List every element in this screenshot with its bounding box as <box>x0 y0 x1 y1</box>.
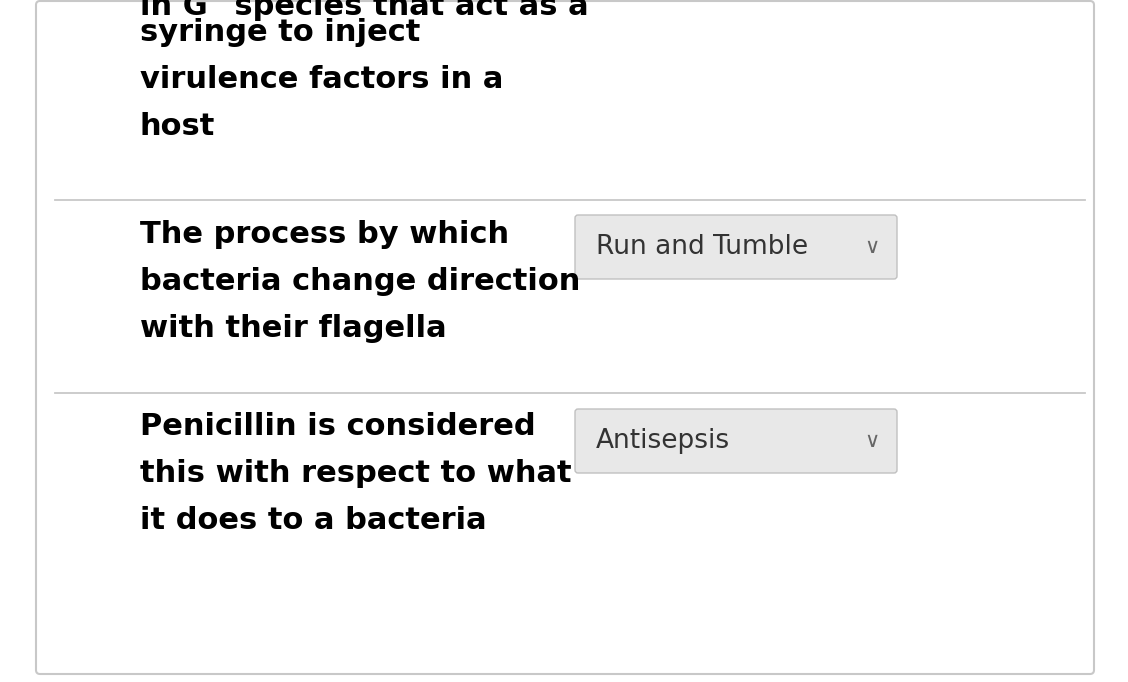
Text: syringe to inject: syringe to inject <box>140 18 421 47</box>
Text: host: host <box>140 112 215 141</box>
Text: with their flagella: with their flagella <box>140 314 447 343</box>
Text: Antisepsis: Antisepsis <box>596 428 730 454</box>
Text: Penicillin is considered: Penicillin is considered <box>140 412 536 441</box>
FancyBboxPatch shape <box>575 409 897 473</box>
Text: it does to a bacteria: it does to a bacteria <box>140 506 486 535</box>
Text: virulence factors in a: virulence factors in a <box>140 65 503 94</box>
Text: bacteria change direction: bacteria change direction <box>140 267 581 296</box>
Text: The process by which: The process by which <box>140 220 509 249</box>
FancyBboxPatch shape <box>575 215 897 279</box>
FancyBboxPatch shape <box>36 1 1094 674</box>
Text: this with respect to what: this with respect to what <box>140 459 572 488</box>
Text: in G⁻ species that act as a: in G⁻ species that act as a <box>140 0 589 21</box>
Text: Run and Tumble: Run and Tumble <box>596 234 808 260</box>
Text: ∨: ∨ <box>864 237 880 257</box>
Text: ∨: ∨ <box>864 431 880 451</box>
